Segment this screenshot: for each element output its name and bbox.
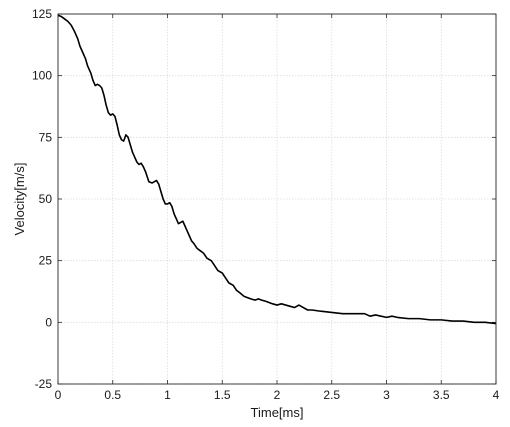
x-tick-label: 3	[383, 388, 390, 402]
y-tick-label: 0	[45, 315, 52, 329]
y-tick-labels: -25 0 25 50 75 100 125	[32, 7, 52, 391]
y-tick-label: 100	[32, 69, 52, 83]
x-tick-label: 2.5	[323, 388, 340, 402]
y-tick-label: 125	[32, 7, 52, 21]
y-axis-label: Velocity[m/s]	[12, 163, 27, 236]
x-axis-label: Time[ms]	[251, 405, 304, 420]
grid-lines	[57, 13, 497, 385]
x-tick-label: 1.5	[214, 388, 231, 402]
x-tick-label: 1	[164, 388, 171, 402]
x-tick-label: 0	[55, 388, 62, 402]
x-tick-label: 2	[274, 388, 281, 402]
y-tick-label: 50	[39, 192, 53, 206]
y-tick-label: 75	[39, 130, 53, 144]
velocity-series-line	[57, 14, 497, 325]
y-tick-label: -25	[35, 377, 53, 391]
x-tick-label: 0.5	[104, 388, 121, 402]
y-tick-label: 25	[39, 254, 53, 268]
x-tick-labels: 0 0.5 1 1.5 2 2.5 3 3.5 4	[55, 388, 500, 402]
plot-frame	[57, 13, 497, 385]
x-tick-label: 4	[493, 388, 500, 402]
x-tick-label: 3.5	[433, 388, 450, 402]
